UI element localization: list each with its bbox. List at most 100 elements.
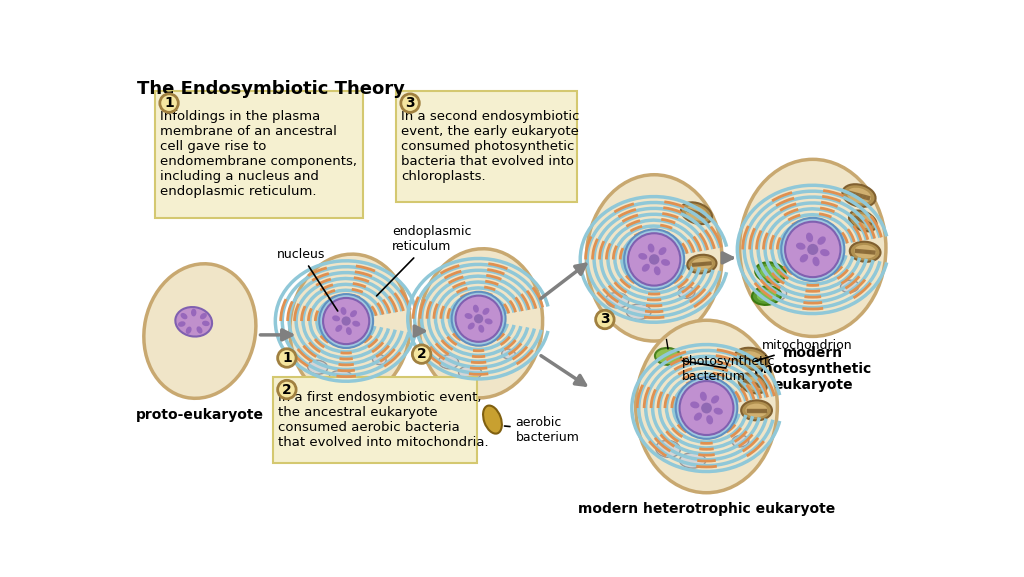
Circle shape xyxy=(596,310,614,329)
Ellipse shape xyxy=(678,287,695,298)
FancyBboxPatch shape xyxy=(273,377,477,463)
Ellipse shape xyxy=(681,203,712,224)
Ellipse shape xyxy=(820,249,829,256)
Text: 1: 1 xyxy=(282,351,292,365)
Text: modern heterotrophic eukaryote: modern heterotrophic eukaryote xyxy=(578,502,836,516)
Circle shape xyxy=(785,222,841,277)
Ellipse shape xyxy=(685,206,708,221)
Ellipse shape xyxy=(690,402,699,409)
Ellipse shape xyxy=(346,327,352,335)
Ellipse shape xyxy=(739,159,886,336)
Ellipse shape xyxy=(849,211,877,231)
Text: endoplasmic
reticulum: endoplasmic reticulum xyxy=(377,225,472,296)
Circle shape xyxy=(676,377,737,439)
Ellipse shape xyxy=(714,408,723,415)
Ellipse shape xyxy=(330,370,352,384)
Ellipse shape xyxy=(143,264,256,398)
Text: photosynthetic
bacterium: photosynthetic bacterium xyxy=(682,354,775,383)
Ellipse shape xyxy=(694,413,702,421)
Ellipse shape xyxy=(290,254,411,400)
Ellipse shape xyxy=(438,355,459,369)
Circle shape xyxy=(474,314,483,323)
Circle shape xyxy=(680,381,733,435)
Ellipse shape xyxy=(841,280,859,293)
Ellipse shape xyxy=(197,327,203,334)
Circle shape xyxy=(452,292,506,346)
Text: Infoldings in the plasma
membrane of an ancestral
cell gave rise to
endomembrane: Infoldings in the plasma membrane of an … xyxy=(160,110,356,198)
Ellipse shape xyxy=(732,436,749,447)
Circle shape xyxy=(400,94,419,113)
Circle shape xyxy=(781,218,845,281)
Text: In a first endosymbiotic event,
the ancestral eukaryote
consumed aerobic bacteri: In a first endosymbiotic event, the ance… xyxy=(278,391,488,449)
Ellipse shape xyxy=(745,403,768,417)
Ellipse shape xyxy=(419,249,543,398)
Ellipse shape xyxy=(853,214,872,228)
Circle shape xyxy=(807,244,818,255)
Ellipse shape xyxy=(847,188,871,203)
Ellipse shape xyxy=(185,327,191,334)
Ellipse shape xyxy=(468,323,475,329)
Ellipse shape xyxy=(175,307,212,336)
Ellipse shape xyxy=(806,233,813,242)
Text: aerobic
bacterium: aerobic bacterium xyxy=(505,416,580,444)
Text: The Endosymbiotic Theory: The Endosymbiotic Theory xyxy=(137,80,404,98)
Circle shape xyxy=(701,403,712,414)
Ellipse shape xyxy=(484,319,493,324)
Ellipse shape xyxy=(760,266,780,279)
Ellipse shape xyxy=(757,290,776,301)
Ellipse shape xyxy=(850,242,881,262)
Ellipse shape xyxy=(335,325,342,332)
Ellipse shape xyxy=(741,400,772,421)
Ellipse shape xyxy=(191,309,197,316)
Circle shape xyxy=(160,94,178,113)
Ellipse shape xyxy=(627,304,651,320)
Ellipse shape xyxy=(352,321,360,327)
Circle shape xyxy=(456,295,502,342)
Text: proto-eukaryote: proto-eukaryote xyxy=(136,408,264,422)
Ellipse shape xyxy=(711,395,719,403)
Ellipse shape xyxy=(483,406,502,434)
Ellipse shape xyxy=(800,254,808,263)
Ellipse shape xyxy=(180,313,187,319)
Ellipse shape xyxy=(341,307,346,315)
Ellipse shape xyxy=(200,313,207,319)
Ellipse shape xyxy=(738,373,767,394)
Ellipse shape xyxy=(755,263,785,283)
Ellipse shape xyxy=(373,354,386,365)
Ellipse shape xyxy=(465,313,472,319)
Ellipse shape xyxy=(502,349,515,359)
Ellipse shape xyxy=(734,348,768,370)
Ellipse shape xyxy=(843,184,876,207)
Text: 2: 2 xyxy=(282,383,292,396)
Ellipse shape xyxy=(707,415,713,425)
Circle shape xyxy=(278,349,296,367)
Text: 3: 3 xyxy=(406,96,415,110)
Ellipse shape xyxy=(662,259,670,266)
Text: nucleus: nucleus xyxy=(276,248,338,311)
Circle shape xyxy=(628,233,680,286)
Ellipse shape xyxy=(796,242,806,250)
Ellipse shape xyxy=(817,237,825,245)
Ellipse shape xyxy=(655,440,680,458)
Ellipse shape xyxy=(739,351,763,366)
Ellipse shape xyxy=(605,293,629,308)
Text: 2: 2 xyxy=(417,347,426,361)
Text: 3: 3 xyxy=(600,313,609,327)
Ellipse shape xyxy=(854,245,877,258)
Text: mitochondrion: mitochondrion xyxy=(756,339,853,361)
Ellipse shape xyxy=(473,305,479,313)
Ellipse shape xyxy=(459,366,481,380)
Circle shape xyxy=(413,345,431,364)
Ellipse shape xyxy=(655,348,681,365)
Circle shape xyxy=(342,316,351,325)
Ellipse shape xyxy=(742,377,763,390)
Ellipse shape xyxy=(482,308,489,315)
Ellipse shape xyxy=(680,453,706,468)
Ellipse shape xyxy=(648,243,654,253)
Ellipse shape xyxy=(642,264,650,272)
Ellipse shape xyxy=(332,316,340,321)
FancyBboxPatch shape xyxy=(156,91,364,218)
FancyBboxPatch shape xyxy=(396,91,578,203)
Ellipse shape xyxy=(350,310,357,317)
Ellipse shape xyxy=(687,255,717,273)
